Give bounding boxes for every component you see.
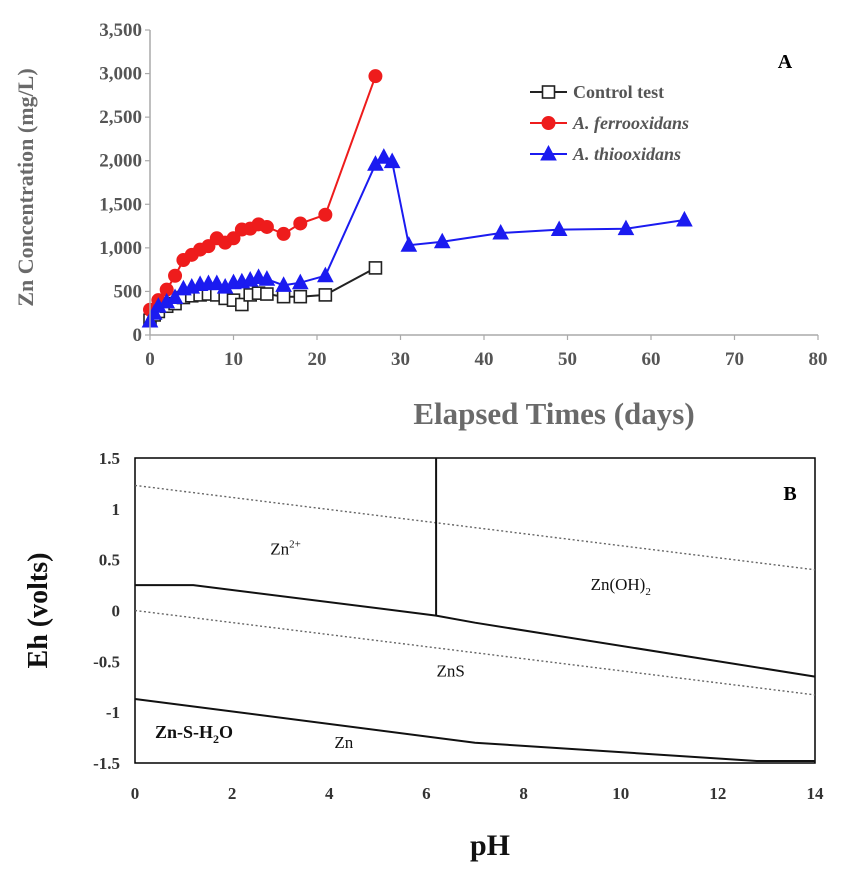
data-point-series-0: [276, 289, 291, 304]
region-name: ZnS: [437, 662, 465, 681]
region-label-2: ZnS: [437, 662, 465, 681]
solid-boundary-2: [134, 698, 815, 762]
panel-a-x-tick-label: 50: [558, 349, 577, 370]
data-point-series-1: [293, 216, 308, 231]
panel-a-y-tick-label: 3,000: [99, 64, 142, 85]
legend-label-0: Control test: [573, 82, 664, 102]
data-point-series-2: [375, 148, 393, 164]
panel-b-x-tick-label: 12: [709, 784, 726, 803]
dotted-boundary-0: [134, 484, 816, 571]
legend-marker-1: [541, 116, 556, 130]
panel-a-y-tick-label: 1,000: [99, 238, 142, 259]
data-point-series-1: [368, 69, 383, 84]
panel-a-x-tick-label: 40: [475, 349, 494, 370]
data-point-series-1: [276, 226, 291, 241]
panel-b-system-label: Zn-S-H2O: [155, 722, 233, 746]
panel-a-y-axis-label: Zn Concentration (mg/L): [13, 68, 38, 306]
legend-label-1: A. ferrooxidans: [572, 113, 689, 133]
panel-b-label: B: [783, 483, 796, 505]
data-point-series-2: [492, 223, 510, 240]
data-point-series-2: [400, 236, 418, 252]
data-point-series-2: [208, 274, 226, 291]
region-name: Zn: [270, 540, 289, 559]
panel-a-x-tick-label: 80: [809, 349, 828, 370]
region-label-0: Zn2+: [270, 539, 301, 559]
panel-b-x-tick-label: 0: [131, 784, 140, 803]
panel-b-y-tick-label: 1.5: [99, 449, 120, 468]
panel-a-y-tick-label: 3,500: [99, 20, 142, 41]
panel-b-y-tick-label: -1: [106, 703, 120, 722]
region-name: Zn: [334, 733, 353, 752]
data-point-series-1: [168, 268, 183, 283]
data-point-series-2: [258, 270, 276, 286]
legend-marker-2: [540, 144, 557, 161]
panel-a-x-tick-label: 30: [391, 349, 410, 370]
panel-b-y-tick-label: 0: [112, 602, 121, 621]
panel-a-x-tick-label: 20: [308, 349, 327, 370]
data-point-series-2: [433, 232, 451, 249]
panel-a-x-tick-label: 10: [224, 349, 243, 370]
dotted-boundary-1: [134, 609, 816, 696]
panel-a-y-tick-label: 500: [114, 281, 143, 302]
panel-b-plot-area: [134, 457, 816, 764]
panel-b-y-tick-label: -0.5: [93, 652, 120, 671]
data-point-series-2: [676, 210, 693, 227]
data-point-series-0: [368, 261, 383, 275]
series-line-1: [149, 75, 377, 311]
panel-b-y-axis-label: Eh (volts): [23, 553, 54, 669]
panel-b-y-tick-label: 0.5: [99, 551, 120, 570]
panel-b-x-tick-label: 2: [228, 784, 237, 803]
data-point-series-0: [318, 288, 333, 302]
system-label-tail: O: [219, 722, 233, 742]
legend-label-2: A. thiooxidans: [572, 144, 681, 164]
panel-a-y-tick-label: 2,000: [99, 151, 142, 172]
panel-b-x-axis-label: pH: [470, 829, 510, 862]
data-point-series-0: [293, 289, 308, 304]
panel-a-y-tick-label: 0: [133, 325, 143, 346]
data-point-series-1: [226, 231, 241, 246]
panel-a-legend: Control test A. ferrooxidans A. thiooxidan…: [530, 82, 689, 164]
panel-b-chart: -1.5-1-0.500.511.50 2 4 6 8 10 12 14 Zn2+Zn(OH)…: [23, 449, 824, 862]
panel-a-x-tick-label: 0: [145, 349, 155, 370]
panel-a-chart: 0 500 1,000 1,500 2,000 2,500 3,000 3,500 0 10 20 3…: [13, 20, 828, 431]
data-point-series-2: [617, 219, 635, 236]
data-point-series-1: [318, 207, 333, 222]
panel-b-x-tick-label: 8: [519, 784, 528, 803]
region-label-3: Zn: [334, 733, 353, 752]
data-point-series-2: [166, 288, 184, 305]
solid-boundary-0: [135, 584, 816, 678]
data-point-series-2: [291, 273, 309, 290]
region-name: Zn(OH): [591, 575, 646, 594]
data-point-series-2: [550, 220, 568, 237]
system-label-sub: 2: [213, 732, 219, 746]
panel-a-x-tick-label: 60: [642, 349, 661, 370]
system-label-main: Zn-S-H: [155, 722, 213, 742]
region-subscript: 2: [645, 586, 651, 598]
panel-a-y-tick-label: 1,500: [99, 194, 142, 215]
panel-b-x-tick-label: 4: [325, 784, 334, 803]
legend-marker-0: [541, 85, 556, 99]
panel-a-x-axis-label: Elapsed Times (days): [413, 396, 694, 431]
panel-a-y-tick-label: 2,500: [99, 107, 142, 128]
panel-b-y-tick-label: 1: [112, 500, 121, 519]
panel-a-label: A: [778, 51, 793, 73]
data-point-series-2: [317, 266, 334, 283]
data-point-series-0: [260, 287, 274, 301]
region-label-1: Zn(OH)2: [591, 575, 651, 598]
region-superscript: 2+: [289, 539, 301, 551]
data-point-series-2: [383, 152, 401, 169]
data-point-series-1: [259, 219, 274, 234]
panel-b-x-tick-label: 6: [422, 784, 431, 803]
data-point-series-2: [275, 276, 292, 292]
panel-b-y-tick-label: -1.5: [93, 754, 120, 773]
panel-b-x-tick-label: 14: [807, 784, 825, 803]
panel-b-x-tick-label: 10: [612, 784, 629, 803]
panel-a-x-tick-label: 70: [725, 349, 744, 370]
